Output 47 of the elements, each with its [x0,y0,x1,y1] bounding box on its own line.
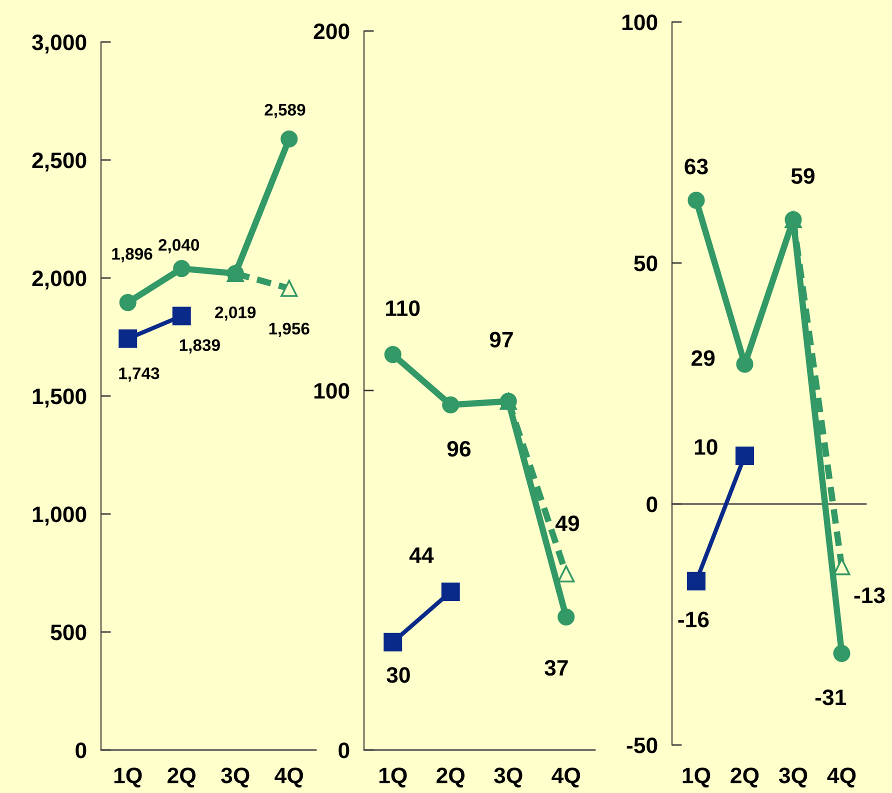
y-tick-label: 2,500 [32,152,86,172]
x-tick-label: 1Q [379,768,407,788]
data-label: 37 [544,660,568,676]
data-label: -13 [854,587,885,604]
y-tick-label: 1,500 [32,388,86,408]
x-tick-label: 3Q [778,768,808,788]
y-tick-label: 0 [76,742,86,758]
data-label: 97 [490,332,513,348]
x-tick-label: 4Q [827,768,856,788]
y-tick-label: 3,000 [32,34,86,54]
x-tick-label: 2Q [730,768,759,788]
data-label: 1,896 [112,248,152,262]
y-tick-label: 100 [622,14,658,30]
data-label: 110 [386,300,420,316]
data-label: 49 [555,515,580,532]
data-label: 1,956 [269,322,310,337]
y-tick-label: 0 [338,742,350,758]
data-label: 10 [694,439,718,455]
data-label: 30 [386,667,410,683]
data-label: 44 [409,548,434,563]
x-tick-label: 3Q [494,768,522,788]
y-tick-label: 500 [50,624,86,640]
x-tick-label: 1Q [114,768,142,788]
x-tick-label: 3Q [221,768,250,788]
x-tick-label: 4Q [274,768,304,788]
x-tick-label: 2Q [436,768,465,788]
data-label: 63 [684,158,708,174]
y-tick-label: 1,000 [32,506,86,526]
x-tick-label: 2Q [168,768,196,788]
y-tick-label: 100 [314,383,350,399]
data-label: 96 [447,440,471,457]
data-label: 2,040 [158,239,200,254]
data-label: 59 [791,168,815,184]
data-label: 2,019 [215,306,256,321]
y-tick-label: 50 [634,256,658,272]
data-label: 29 [691,350,715,366]
data-label: 1,743 [119,367,160,382]
y-tick-label: 0 [646,496,658,512]
data-label: -16 [678,612,709,628]
y-tick-label: 2,000 [32,270,86,290]
x-tick-label: 4Q [552,768,580,788]
y-tick-label: 200 [314,24,350,40]
data-label: 1,839 [180,339,220,354]
y-tick-label: -50 [626,738,658,754]
data-label: 2,589 [264,104,306,118]
data-label: -31 [815,689,846,706]
x-tick-label: 1Q [682,768,710,788]
